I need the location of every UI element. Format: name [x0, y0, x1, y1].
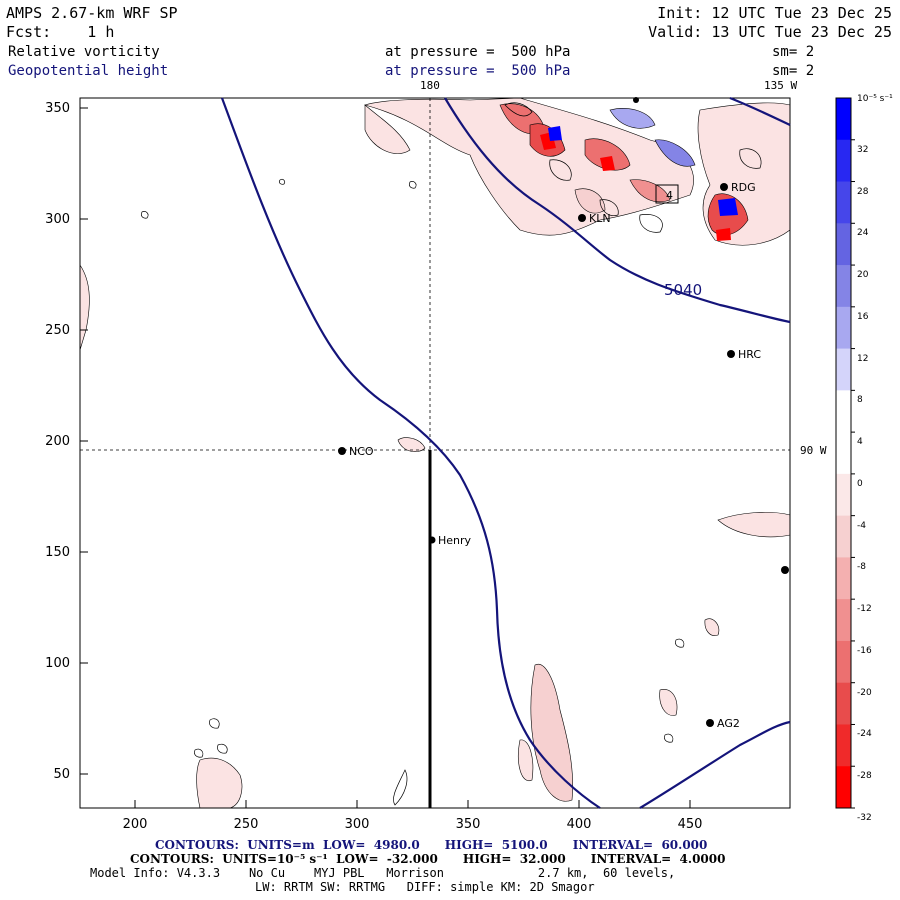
colorbar-tick-label: 4 — [857, 437, 863, 448]
y-tick-label: 150 — [45, 545, 70, 560]
y-tick-label: 300 — [45, 212, 70, 227]
x-tick-label: 300 — [345, 817, 370, 832]
x-tick-label: 200 — [123, 817, 148, 832]
colorbar-swatch — [836, 306, 851, 350]
station-marker-hrc — [727, 350, 735, 358]
colorbar-swatch — [836, 181, 851, 224]
colorbar-tick-label: 8 — [857, 395, 863, 406]
field2-smooth: sm= 2 — [772, 63, 815, 79]
colorbar-tick-label: 12 — [857, 353, 869, 364]
field1-level: at pressure = 500 hPa — [385, 44, 571, 60]
field2-name: Geopotential height — [8, 63, 169, 79]
footer-model-info: Model Info: V4.3.3 No Cu MYJ PBL Morriso… — [90, 866, 676, 880]
station-label-nco: NCO — [349, 445, 374, 458]
y-tick-label: 50 — [53, 767, 70, 782]
footer-contours-height: CONTOURS: UNITS=m LOW= 4980.0 HIGH= 5100… — [155, 838, 708, 852]
vorticity-contour-lines — [141, 102, 762, 806]
colorbar-tick-label: -12 — [857, 604, 872, 615]
colorbar-swatch — [836, 432, 851, 475]
y-tick-label: 200 — [45, 434, 70, 449]
footer-contours-vorticity: CONTOURS: UNITS=10⁻⁵ s⁻¹ LOW= -32.000 HI… — [130, 852, 726, 866]
contour-label-4: 4 — [666, 189, 673, 202]
model-title: AMPS 2.67-km WRF SP — [6, 4, 178, 22]
station-marker-rdg — [720, 183, 728, 191]
station-label-henry: Henry — [438, 534, 472, 547]
colorbar-tick-label: 0 — [857, 478, 863, 489]
colorbar-unit-label: 10⁻⁵ s⁻¹ — [857, 94, 893, 104]
station-label-hrc: HRC — [738, 348, 761, 361]
highlight-box — [655, 184, 679, 204]
x-tick-label: 250 — [234, 817, 259, 832]
colorbar — [835, 97, 855, 809]
field1-name: Relative vorticity — [8, 44, 160, 60]
station-marker-henry — [428, 536, 436, 544]
colorbar-tick-label: -28 — [857, 771, 872, 782]
colorbar-tick-label: 28 — [857, 186, 869, 197]
lon-label-135: 135 W — [764, 79, 798, 92]
axis-ticks — [80, 107, 691, 808]
station-label-kln: KLN — [589, 212, 611, 225]
colorbar-swatch — [836, 766, 851, 809]
colorbar-swatch — [836, 473, 851, 517]
footer-physics-info: LW: RRTM SW: RRTMG DIFF: simple KM: 2D S… — [255, 880, 595, 894]
station-label-ag2: AG2 — [717, 717, 740, 730]
colorbar-tick-label: -16 — [857, 645, 872, 656]
colorbar-tick-label: 20 — [857, 270, 869, 281]
colorbar-tick-label: -20 — [857, 687, 872, 698]
init-time: Init: 12 UTC Tue 23 Dec 25 — [657, 4, 892, 22]
colorbar-tick-label: -8 — [857, 562, 866, 573]
colorbar-swatch — [836, 640, 851, 684]
plot-frame — [79, 97, 791, 809]
colorbar-swatch — [836, 515, 851, 558]
field1-smooth: sm= 2 — [772, 44, 815, 60]
vorticity-shading — [79, 97, 791, 809]
y-tick-label: 350 — [45, 101, 70, 116]
y-tick-label: 250 — [45, 323, 70, 338]
valid-time: Valid: 13 UTC Tue 23 Dec 25 — [648, 23, 892, 41]
x-tick-label: 450 — [678, 817, 703, 832]
colorbar-tick-label: -24 — [857, 729, 872, 740]
colorbar-swatch — [836, 724, 851, 767]
colorbar-tick-label: 16 — [857, 311, 869, 322]
station-marker-ag2 — [706, 719, 714, 727]
station-marker-edge — [781, 566, 789, 574]
y-tick-label: 100 — [45, 656, 70, 671]
field2-level: at pressure = 500 hPa — [385, 63, 571, 79]
forecast-label: Fcst: 1 h — [6, 23, 115, 41]
colorbar-swatch — [836, 98, 851, 141]
colorbar-swatch — [836, 557, 851, 600]
geopotential-contours — [220, 96, 791, 809]
lon-label-180: 180 — [420, 79, 440, 92]
x-tick-label: 400 — [567, 817, 592, 832]
colorbar-swatch — [836, 682, 851, 725]
x-tick-label: 350 — [456, 817, 481, 832]
colorbar-swatch — [836, 599, 851, 642]
colorbar-frame — [835, 97, 852, 809]
colorbar-swatch — [836, 348, 851, 391]
station-marker-top — [633, 97, 639, 103]
colorbar-swatch — [836, 390, 851, 433]
lat-label-90: 90 W — [800, 444, 827, 457]
colorbar-swatch — [836, 139, 851, 183]
station-marker-kln — [578, 214, 586, 222]
colorbar-tick-label: -4 — [857, 520, 866, 531]
contour-label-5040: 5040 — [664, 281, 702, 299]
colorbar-tick-label: 32 — [857, 144, 869, 155]
colorbar-swatch — [836, 265, 851, 308]
colorbar-tick-label: -32 — [857, 813, 872, 823]
colorbar-tick-label: 24 — [857, 228, 869, 239]
station-label-rdg: RDG — [731, 181, 756, 194]
station-marker-nco — [338, 447, 346, 455]
colorbar-swatch — [836, 223, 851, 266]
